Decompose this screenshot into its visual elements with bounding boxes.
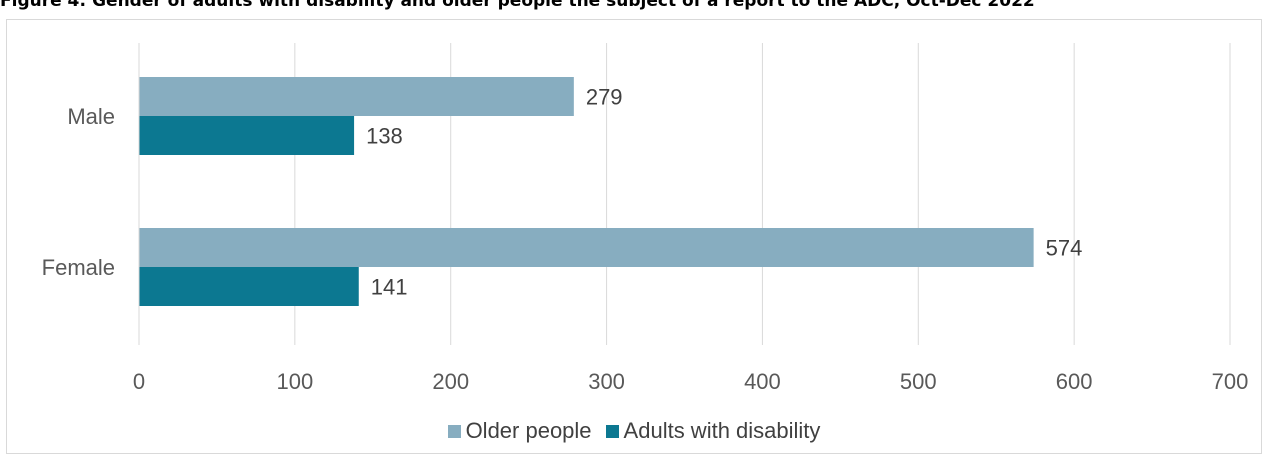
legend-label-0: Older people (465, 418, 592, 443)
bar-male-adults-with-disability (139, 116, 355, 155)
data-label-male-0: 279 (586, 85, 623, 110)
x-tick-label-2: 200 (432, 369, 469, 394)
legend-swatch-1 (605, 424, 619, 438)
legend-item-0: Older people (447, 418, 592, 444)
data-label-female-0: 574 (1046, 236, 1083, 261)
x-tick-label-5: 500 (900, 369, 937, 394)
chart-title: Figure 4: Gender of adults with disabili… (0, 0, 1035, 11)
bar-female-adults-with-disability (139, 267, 359, 306)
data-label-male-1: 138 (366, 124, 403, 149)
x-tick-label-7: 700 (1212, 369, 1249, 394)
x-tick-label-0: 0 (133, 369, 145, 394)
category-label-female: Female (42, 255, 115, 280)
legend-swatch-0 (447, 424, 461, 438)
x-tick-label-6: 600 (1056, 369, 1093, 394)
bar-female-older-people (139, 228, 1034, 267)
x-tick-label-3: 300 (588, 369, 625, 394)
bar-male-older-people (139, 77, 574, 116)
data-label-female-1: 141 (371, 275, 408, 300)
x-tick-label-4: 400 (744, 369, 781, 394)
legend-label-1: Adults with disability (623, 418, 821, 443)
category-label-male: Male (67, 104, 115, 129)
x-tick-label-1: 100 (276, 369, 313, 394)
legend: Older people Adults with disability (0, 418, 1268, 444)
legend-item-1: Adults with disability (605, 418, 821, 444)
